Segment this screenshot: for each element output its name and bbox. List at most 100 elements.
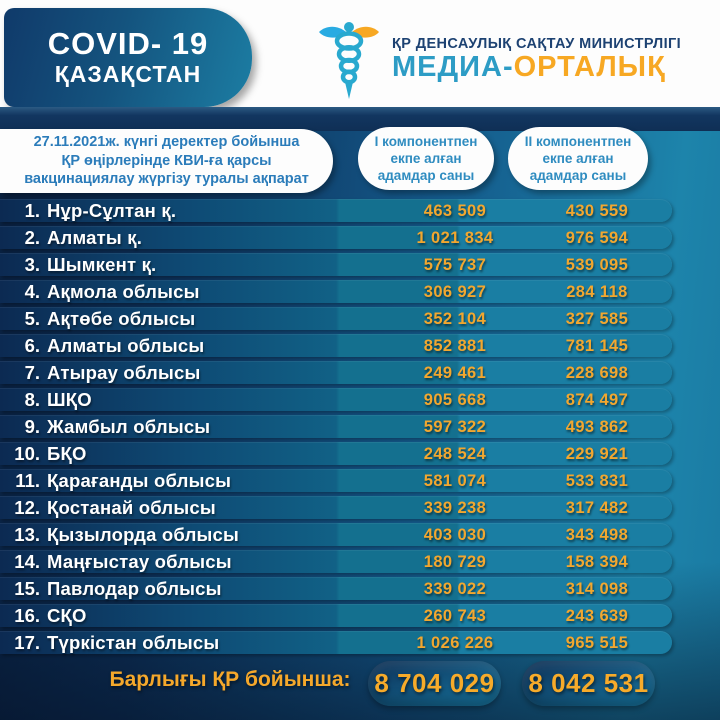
table-row: 2. Алматы қ. 1 021 834 976 594 [0, 226, 672, 249]
center-word: ОРТАЛЫҚ [513, 51, 666, 84]
table-row: 4. Ақмола облысы 306 927 284 118 [0, 280, 672, 303]
column-header-dose1: I компонентпен екпе алған адамдар саны [358, 127, 494, 190]
dose1-value: 339 238 [423, 499, 487, 517]
table-row: 6. Алматы облысы 852 881 781 145 [0, 334, 672, 357]
dose2-value: 874 497 [565, 391, 629, 409]
region-name: Павлодар облысы [47, 577, 222, 599]
dose1-value: 597 322 [423, 418, 487, 436]
row-index: 17. [14, 631, 40, 653]
dose2-value: 965 515 [565, 634, 629, 652]
vaccination-table: 1. Нұр-Сұлтан қ. 463 509 430 559 2. Алма… [0, 199, 720, 658]
dose2-header-line2: екпе алған [542, 150, 614, 166]
dose2-value: 327 585 [565, 310, 629, 328]
dose2-value: 314 098 [565, 580, 629, 598]
covid-19-badge: COVID- 19 ҚАЗАҚСТАН [4, 8, 252, 107]
region-name: Қызылорда облысы [47, 523, 240, 545]
table-row: 8. ШҚО 905 668 874 497 [0, 388, 672, 411]
dose2-value: 158 394 [565, 553, 629, 571]
dose2-header-line1: II компонентпен [524, 133, 632, 149]
table-row: 7. Атырау облысы 249 461 228 698 [0, 361, 672, 384]
row-index: 3. [24, 253, 40, 275]
table-row: 17. Түркістан облысы 1 026 226 965 515 [0, 631, 672, 654]
row-index: 9. [24, 415, 40, 437]
row-index: 15. [14, 577, 40, 599]
region-name: Маңғыстау облысы [47, 550, 232, 572]
dose1-value: 260 743 [423, 607, 487, 625]
row-index: 11. [15, 469, 40, 491]
region-name: БҚО [47, 442, 87, 464]
total-dose2-pill: 8 042 531 [522, 661, 655, 706]
dose2-value: 243 639 [565, 607, 629, 625]
dose2-value: 228 698 [565, 364, 629, 382]
dose1-value: 1 021 834 [416, 229, 494, 247]
dose1-value: 581 074 [423, 472, 487, 490]
region-name: Жамбыл облысы [47, 415, 211, 437]
region-name: Алматы қ. [47, 226, 143, 248]
dose2-header-line3: адамдар саны [529, 168, 627, 184]
media-word: МЕДИА [392, 51, 503, 84]
dose1-value: 575 737 [423, 256, 487, 274]
dose1-value: 180 729 [423, 553, 487, 571]
row-index: 13. [14, 523, 40, 545]
row-index: 2. [24, 226, 40, 248]
dose2-value: 317 482 [565, 499, 629, 517]
region-name: Қостанай облысы [47, 496, 216, 518]
table-row: 3. Шымкент қ. 575 737 539 095 [0, 253, 672, 276]
row-index: 1. [24, 199, 40, 221]
table-row: 5. Ақтөбе облысы 352 104 327 585 [0, 307, 672, 330]
region-name: Ақтөбе облысы [47, 307, 196, 329]
dose2-value: 976 594 [565, 229, 629, 247]
dose1-value: 249 461 [423, 364, 487, 382]
row-index: 14. [14, 550, 40, 572]
table-row: 14. Маңғыстау облысы 180 729 158 394 [0, 550, 672, 573]
dose2-value: 284 118 [566, 283, 628, 301]
region-name: Қарағанды облысы [47, 469, 232, 491]
dose2-value: 343 498 [565, 526, 629, 544]
dose2-value: 533 831 [565, 472, 629, 490]
region-name: Ақмола облысы [47, 280, 200, 302]
total-dose1-value: 8 704 029 [374, 668, 495, 698]
report-topic-line: вакцинациялау жүргізу туралы ақпарат [24, 171, 309, 188]
row-index: 10. [14, 442, 40, 464]
region-name: Түркістан облысы [47, 631, 220, 653]
report-date-line: 27.11.2021ж. күнгі деректер бойынша [33, 133, 300, 150]
column-header-dose2: II компонентпен екпе алған адамдар саны [508, 127, 648, 190]
media-dash: - [502, 51, 514, 84]
region-name: Атырау облысы [47, 361, 201, 383]
row-index: 12. [14, 496, 40, 518]
row-index: 7. [24, 361, 40, 383]
caduceus-icon [319, 22, 379, 99]
row-index: 16. [14, 604, 40, 626]
header-strip: ҚР ДЕНСАУЛЫҚ САҚТАУ МИНИСТРЛІГІ МЕДИА-ОР… [0, 0, 720, 107]
dose1-value: 463 509 [423, 202, 487, 220]
total-dose1-pill: 8 704 029 [368, 661, 501, 706]
dose1-header-line2: екпе алған [390, 150, 462, 166]
covid-title: COVID- 19 [47, 25, 209, 61]
dose1-value: 248 524 [423, 445, 487, 463]
table-row: 15. Павлодар облысы 339 022 314 098 [0, 577, 672, 600]
table-row: 1. Нұр-Сұлтан қ. 463 509 430 559 [0, 199, 672, 222]
region-name: СҚО [47, 604, 87, 626]
dose2-value: 781 145 [565, 337, 629, 355]
dose2-value: 493 862 [565, 418, 629, 436]
table-row: 11. Қарағанды облысы 581 074 533 831 [0, 469, 672, 492]
row-index: 8. [24, 388, 40, 410]
row-index: 4. [24, 280, 40, 302]
ministry-logo: ҚР ДЕНСАУЛЫҚ САҚТАУ МИНИСТРЛІГІ МЕДИА-ОР… [318, 18, 714, 102]
row-index: 6. [24, 334, 40, 356]
dose1-value: 1 026 226 [416, 634, 494, 652]
table-row: 10. БҚО 248 524 229 921 [0, 442, 672, 465]
dose1-value: 352 104 [423, 310, 487, 328]
dose2-value: 229 921 [565, 445, 629, 463]
table-row: 12. Қостанай облысы 339 238 317 482 [0, 496, 672, 519]
dose1-value: 852 881 [423, 337, 487, 355]
dose2-value: 430 559 [565, 202, 629, 220]
region-name: ШҚО [47, 388, 92, 410]
report-info-box: 27.11.2021ж. күнгі деректер бойынша ҚР ө… [0, 129, 333, 193]
region-name: Нұр-Сұлтан қ. [47, 199, 177, 221]
table-row: 13. Қызылорда облысы 403 030 343 498 [0, 523, 672, 546]
row-index: 5. [24, 307, 40, 329]
logo-text: ҚР ДЕНСАУЛЫҚ САҚТАУ МИНИСТРЛІГІ МЕДИА-ОР… [392, 36, 681, 84]
dose1-value: 403 030 [423, 526, 487, 544]
